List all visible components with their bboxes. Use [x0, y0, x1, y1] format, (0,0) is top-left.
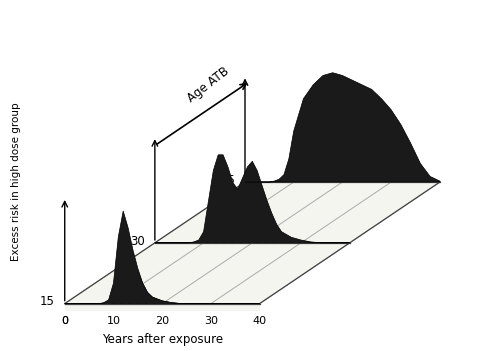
Polygon shape	[65, 246, 260, 304]
Text: 30: 30	[130, 234, 145, 247]
Text: Age ATB: Age ATB	[185, 64, 232, 105]
Polygon shape	[155, 155, 350, 243]
Polygon shape	[245, 73, 440, 182]
Text: 10: 10	[106, 316, 121, 326]
Polygon shape	[65, 211, 260, 304]
Polygon shape	[245, 103, 440, 182]
Text: 0: 0	[61, 316, 68, 326]
Text: 0: 0	[61, 316, 68, 326]
Text: 40: 40	[252, 316, 267, 326]
Polygon shape	[155, 155, 350, 243]
Text: 20: 20	[155, 316, 169, 326]
Text: Years after exposure: Years after exposure	[101, 333, 223, 346]
Polygon shape	[245, 73, 440, 182]
Text: Excess risk in high dose group: Excess risk in high dose group	[11, 103, 21, 261]
Polygon shape	[65, 211, 260, 304]
Text: 15: 15	[40, 296, 55, 309]
Polygon shape	[65, 243, 350, 304]
Text: 30: 30	[204, 316, 218, 326]
Polygon shape	[155, 183, 350, 243]
Polygon shape	[155, 182, 440, 243]
Text: 45: 45	[220, 174, 235, 187]
Polygon shape	[65, 304, 260, 311]
